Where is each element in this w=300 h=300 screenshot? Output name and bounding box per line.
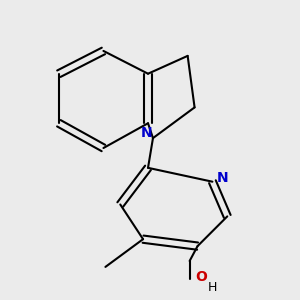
Text: H: H [208,280,218,294]
Text: O: O [195,270,207,284]
Text: N: N [217,171,228,185]
Text: N: N [141,126,152,140]
